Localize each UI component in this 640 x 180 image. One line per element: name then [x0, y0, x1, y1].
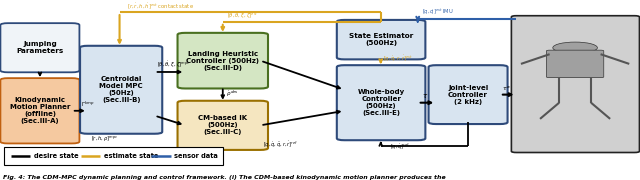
FancyBboxPatch shape — [337, 65, 426, 140]
FancyBboxPatch shape — [80, 46, 163, 134]
Text: desire state: desire state — [33, 153, 78, 159]
Text: $[r,h,\rho]^{mpc}$: $[r,h,\rho]^{mpc}$ — [91, 135, 118, 144]
Text: Joint-level
Controller
(2 kHz): Joint-level Controller (2 kHz) — [448, 85, 488, 105]
Text: $[q,\dot{q},\ddot{q},r,\dot{r}]^{ref}$: $[q,\dot{q},\ddot{q},r,\dot{r}]^{ref}$ — [263, 140, 298, 150]
FancyBboxPatch shape — [511, 16, 639, 152]
Text: $\tau^a$: $\tau^a$ — [502, 85, 511, 93]
Text: Jumping
Parameters: Jumping Parameters — [16, 41, 63, 54]
Text: $[\theta,\dot{\theta},\xi,\zeta]^{est}$: $[\theta,\dot{\theta},\xi,\zeta]^{est}$ — [227, 11, 258, 21]
Circle shape — [553, 42, 597, 53]
Text: $[\theta,\dot{\theta},\xi,\zeta]^{mpc}$: $[\theta,\dot{\theta},\xi,\zeta]^{mpc}$ — [157, 60, 190, 70]
FancyBboxPatch shape — [177, 101, 268, 150]
FancyBboxPatch shape — [1, 78, 79, 143]
Text: $\dot{\rho}^{\,des}$: $\dot{\rho}^{\,des}$ — [226, 89, 239, 100]
Text: Fig. 4: The CDM-MPC dynamic planning and control framework. (i) The CDM-based ki: Fig. 4: The CDM-MPC dynamic planning and… — [3, 176, 445, 180]
Text: $[r,\dot{r},h,\dot{h}]^{est}$ contact state: $[r,\dot{r},h,\dot{h}]^{est}$ contact st… — [127, 1, 193, 11]
Text: Kinodynamic
Motion Planner
(offline)
(Sec.III-A): Kinodynamic Motion Planner (offline) (Se… — [10, 97, 70, 124]
Text: $\Gamma^{kmp}$: $\Gamma^{kmp}$ — [81, 100, 94, 109]
Text: $[q,\dot{q}]^{est}$ IMU: $[q,\dot{q}]^{est}$ IMU — [422, 7, 454, 17]
Text: $\tau$: $\tau$ — [422, 92, 428, 100]
FancyBboxPatch shape — [547, 50, 604, 78]
Text: State Estimator
(500Hz): State Estimator (500Hz) — [349, 33, 413, 46]
FancyBboxPatch shape — [429, 65, 508, 124]
FancyBboxPatch shape — [1, 23, 79, 72]
Text: CM-based IK
(500Hz)
(Sec.III-C): CM-based IK (500Hz) (Sec.III-C) — [198, 115, 247, 135]
Text: estimate state: estimate state — [104, 153, 158, 159]
FancyBboxPatch shape — [337, 20, 426, 59]
Text: $[q,\dot{q}]^{ref}$: $[q,\dot{q}]^{ref}$ — [390, 142, 410, 152]
FancyBboxPatch shape — [177, 33, 268, 89]
Text: $[q,\dot{q},r,\dot{r}]^{est}$: $[q,\dot{q},r,\dot{r}]^{est}$ — [383, 53, 412, 64]
Text: Landing Heuristic
Controller (500Hz)
(Sec.III-D): Landing Heuristic Controller (500Hz) (Se… — [186, 51, 259, 71]
Text: sensor data: sensor data — [173, 153, 218, 159]
FancyBboxPatch shape — [4, 147, 223, 165]
Text: Whole-body
Controller
(500Hz)
(Sec.III-E): Whole-body Controller (500Hz) (Sec.III-E… — [358, 89, 404, 116]
Text: Centroidal
Model MPC
(50Hz)
(Sec.III-B): Centroidal Model MPC (50Hz) (Sec.III-B) — [99, 76, 143, 103]
